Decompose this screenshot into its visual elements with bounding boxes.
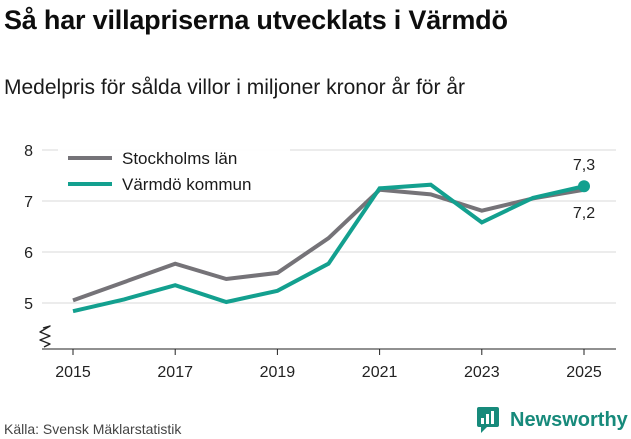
end-label-stockholm: 7,2 (573, 205, 595, 222)
y-tick-label-7: 7 (24, 194, 33, 211)
brand-logo[interactable]: Newsworthy (476, 406, 628, 434)
x-tick-label-2019: 2019 (260, 364, 296, 381)
series-line-varmdo (72, 182, 585, 314)
y-tick-label-8: 8 (24, 143, 33, 160)
series-line-stockholm (72, 187, 585, 303)
chart-subtitle: Medelpris för sålda villor i miljoner kr… (4, 76, 465, 99)
axis-break-marker (39, 325, 51, 348)
legend-label-stockholm: Stockholms län (122, 149, 237, 168)
end-label-varmdo: 7,3 (573, 157, 595, 174)
x-tick-label-2025: 2025 (566, 364, 602, 381)
x-tick-label-2015: 2015 (55, 364, 91, 381)
x-tick-label-2023: 2023 (464, 364, 500, 381)
label-layer: 7,3 7,2 (573, 157, 595, 222)
x-tick-label-2021: 2021 (362, 364, 398, 381)
series-layer (72, 180, 590, 314)
y-tick-label-5: 5 (24, 296, 33, 313)
x-tick-label-2017: 2017 (157, 364, 193, 381)
end-marker-varmdo (578, 180, 590, 193)
y-tick-label-6: 6 (24, 245, 33, 262)
chart-title: Så har villapriserna utvecklats i Värmdö (4, 5, 508, 35)
legend-background (58, 142, 290, 200)
source-note: Källa: Svensk Mäklarstatistik (4, 421, 182, 437)
newsworthy-logo-icon (477, 407, 499, 433)
brand-name: Newsworthy (510, 408, 628, 431)
legend-label-varmdo: Värmdö kommun (122, 175, 251, 194)
line-chart: 5 6 7 8 2015 2017 2019 2021 2023 2025 7,3 7,2 Stoc… (24, 142, 616, 381)
axis-layer: 5 6 7 8 2015 2017 2019 2021 2023 2025 (24, 143, 616, 381)
legend: Stockholms län Värmdö kommun (58, 142, 290, 200)
